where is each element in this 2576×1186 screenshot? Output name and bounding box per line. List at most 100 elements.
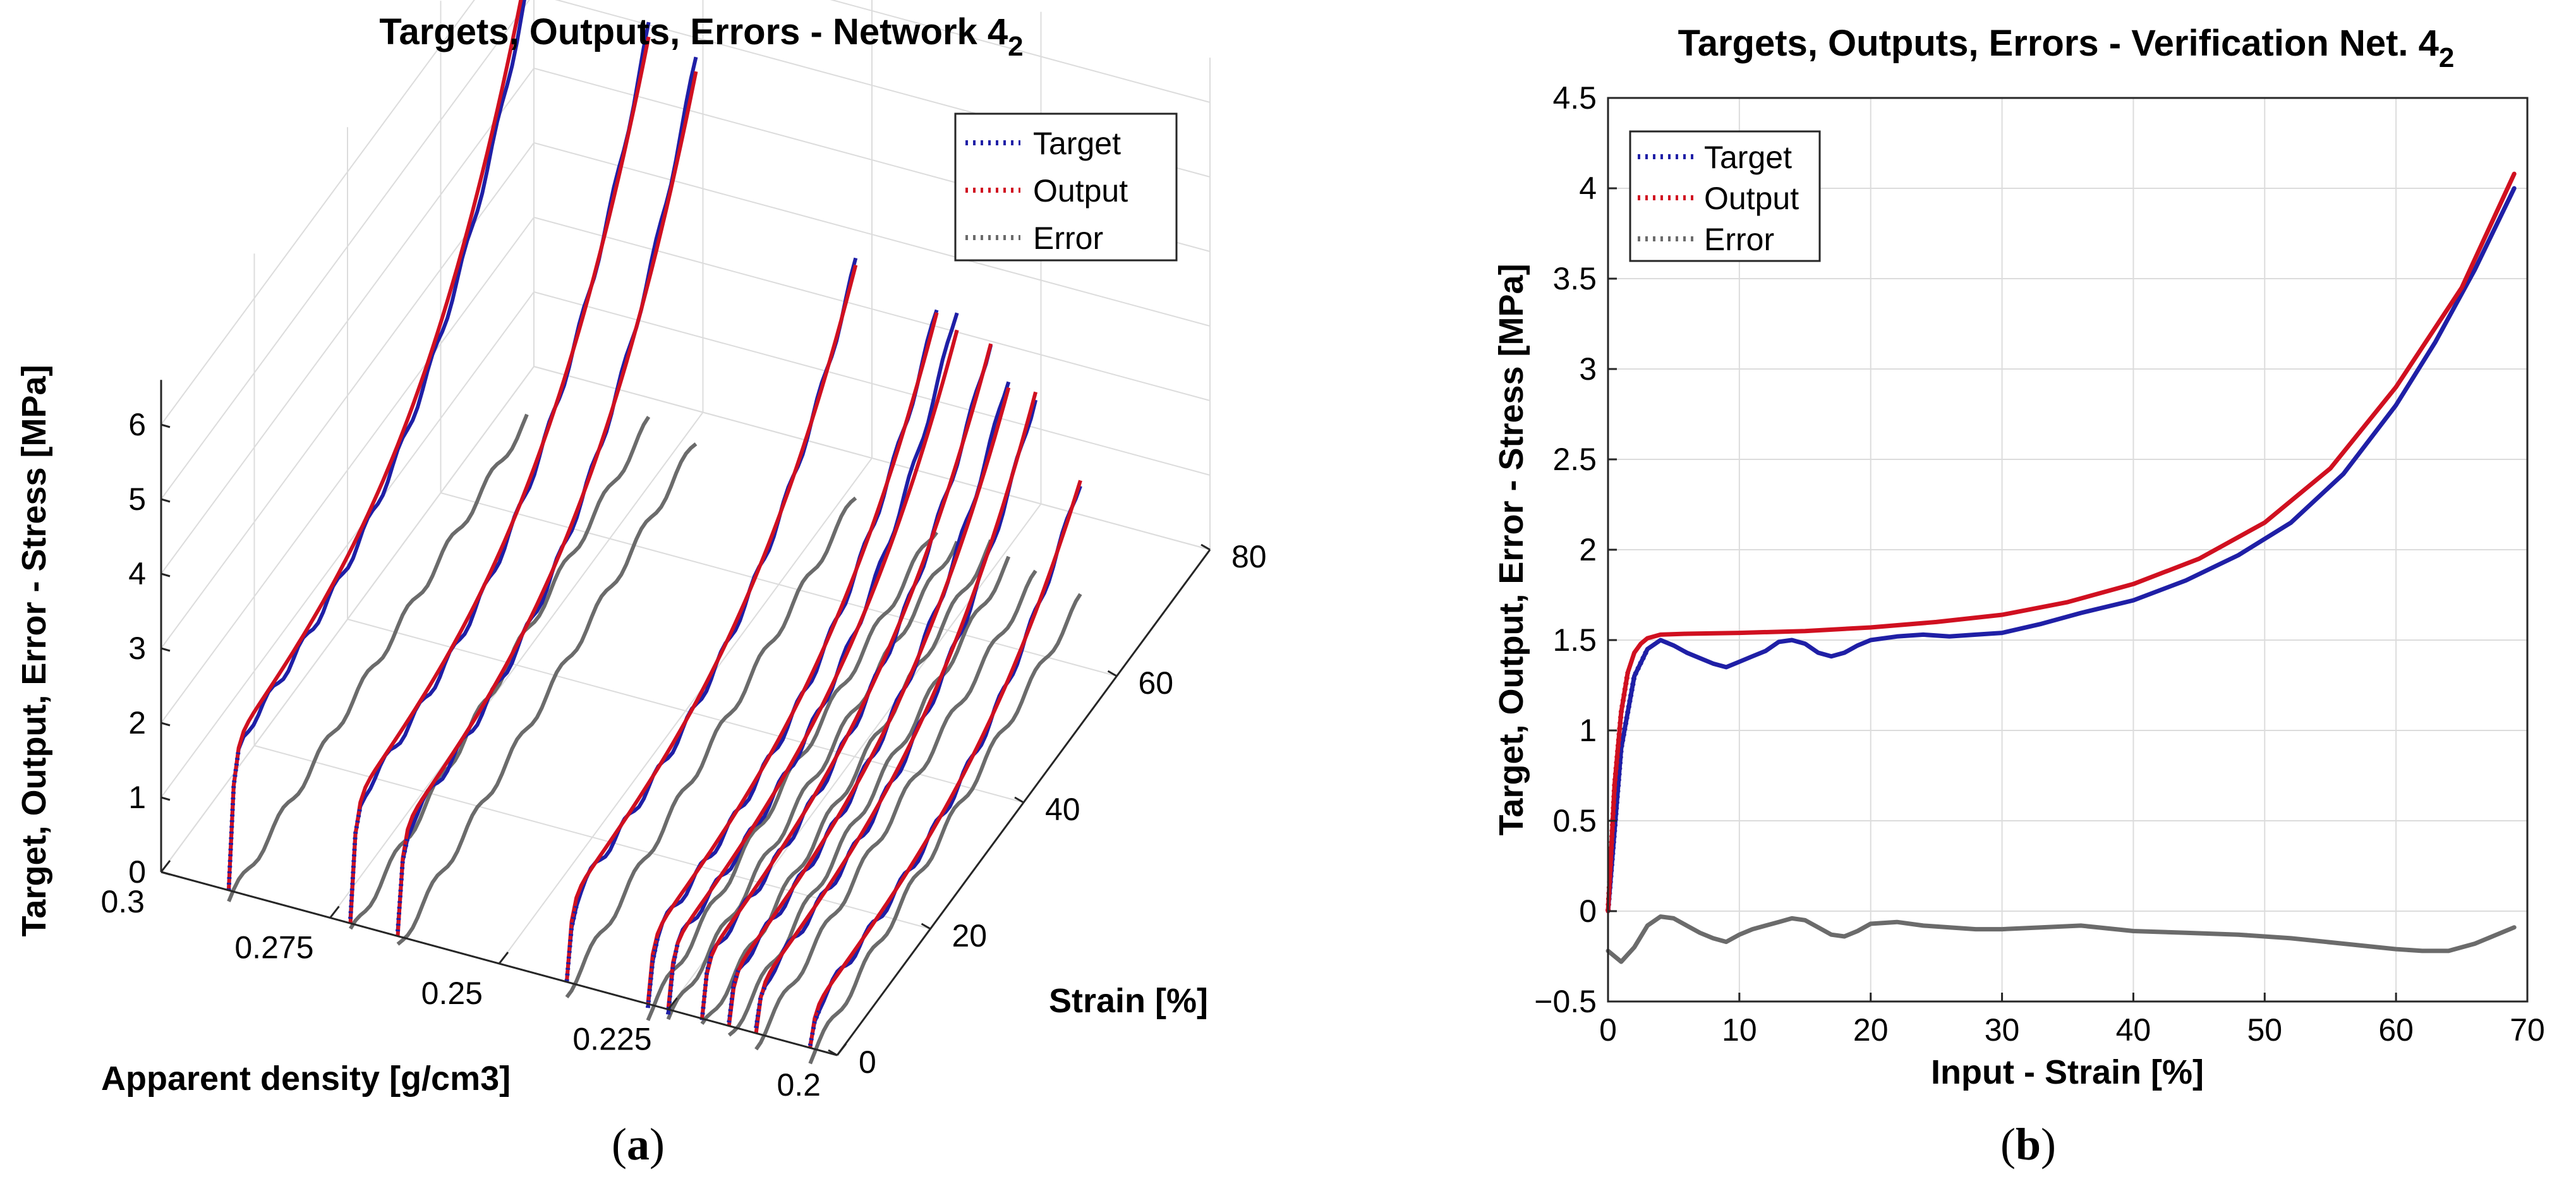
tick-label-y: −0.5 [1534, 984, 1597, 1019]
tick-strain [921, 923, 931, 930]
panel-a-xlabel: Apparent density [g/cm3] [101, 1060, 511, 1098]
series-line-target [1605, 186, 2517, 914]
tick-density [667, 997, 678, 1010]
series-start-target [666, 942, 680, 1015]
tick-label-y: 2.5 [1552, 442, 1597, 477]
series-line-output [754, 391, 1037, 1034]
legend-error-label: Error [1033, 221, 1103, 256]
series-line-error [349, 416, 651, 930]
tick-z [160, 498, 171, 503]
series-line-error [666, 540, 959, 1020]
tick-label-y: 1 [1579, 713, 1597, 748]
tick-label-z: 3 [128, 631, 146, 666]
series-line-output [808, 480, 1082, 1048]
tick-label-y: 3.5 [1552, 261, 1597, 296]
panel-a-series [226, 0, 1082, 1065]
panel-a-ylabel: Strain [%] [1049, 982, 1208, 1020]
legend-target-label: Target [1704, 140, 1792, 175]
legend-target-label: Target [1033, 126, 1121, 161]
series-line-output [727, 387, 1011, 1026]
tick-label-x: 0 [1599, 1012, 1617, 1048]
series-line-target [227, 0, 526, 891]
panel-b-title: Targets, Outputs, Errors - Verification … [1678, 23, 2455, 73]
series-start-target [348, 806, 363, 919]
series-start-target [807, 1010, 821, 1046]
tick-strain [1107, 670, 1118, 677]
tick-label-z: 0 [128, 854, 146, 890]
tick-label-strain: 80 [1231, 539, 1267, 574]
tick-density [329, 905, 340, 919]
panel-b-xlabel: Input - Strain [%] [1931, 1053, 2204, 1091]
series-start-target [699, 952, 714, 1020]
tick-z [160, 722, 171, 727]
tick-label-density: 0.3 [100, 884, 145, 919]
tick-label-x: 20 [1853, 1012, 1889, 1048]
series-line-target [565, 257, 858, 982]
tick-strain [1014, 796, 1024, 804]
tick-label-y: 2 [1579, 532, 1597, 567]
tick-z [160, 796, 171, 801]
tick-label-x: 50 [2247, 1012, 2282, 1048]
series-line-target [808, 485, 1082, 1046]
tick-label-x: 10 [1722, 1012, 1757, 1048]
panel-b-series [1605, 171, 2517, 964]
series-start-target [564, 905, 579, 982]
panel-b-ticks: 0 10 20 30 40 50 60 70−0.500.511.522.533.544.5 [1534, 80, 2545, 1048]
series-line-error [565, 496, 857, 998]
panel-b-chart: 0 10 20 30 40 50 60 70−0.500.511.522.533.544.5 … [1492, 23, 2545, 1170]
series-line-output [666, 329, 959, 1010]
tick-label-z: 1 [128, 780, 146, 815]
panel-a-legend: Target Output Error [954, 112, 1178, 262]
series-line-error [396, 442, 698, 946]
tick-label-strain: 20 [952, 918, 988, 953]
legend-error-label: Error [1704, 222, 1774, 257]
series-start-target [226, 749, 241, 891]
series-line-output [565, 264, 858, 983]
tick-label-density: 0.275 [234, 930, 313, 965]
panel-a-ticks: 0 1 2 3 4 5 6 0.3 0.275 0.25 0.225 0.2 0 20 40 60 80 [100, 380, 1267, 1103]
tick-density [836, 1043, 847, 1056]
tick-label-density: 0.25 [421, 976, 483, 1011]
series-line-error [1605, 914, 2517, 964]
tick-label-density: 0.2 [777, 1067, 821, 1103]
tick-density [160, 860, 171, 873]
panel-a-zlabel: Target, Output, Error - Stress [MPa] [15, 365, 53, 936]
series-line-output [1605, 171, 2517, 914]
panel-b-ylabel: Target, Output, Error - Stress [MPa] [1492, 263, 1530, 835]
legend-output-label: Output [1704, 181, 1799, 216]
series-line-output [227, 0, 523, 891]
panel-a-label: (a) [612, 1119, 665, 1170]
series-start-output [1605, 672, 1631, 912]
tick-label-z: 4 [128, 556, 146, 591]
grid-floor [499, 457, 873, 964]
tick-z [160, 423, 171, 428]
panel-a-chart: 0 1 2 3 4 5 6 0.3 0.275 0.25 0.225 0.2 0 20 40 60 80 Tar… [15, 0, 1267, 1170]
panel-b-label: (b) [2000, 1119, 2056, 1170]
tick-label-density: 0.225 [572, 1022, 651, 1057]
tick-label-y: 1.5 [1552, 622, 1597, 658]
tick-z [160, 647, 171, 652]
series-line-error [808, 593, 1082, 1065]
series-start-target [645, 938, 660, 1008]
series-line-error [754, 569, 1037, 1051]
tick-label-y: 0.5 [1552, 803, 1597, 838]
tick-label-z: 5 [128, 481, 146, 517]
series-start-target [727, 969, 741, 1023]
tick-label-x: 70 [2510, 1012, 2545, 1048]
tick-label-y: 3 [1579, 351, 1597, 387]
series-start-target [396, 837, 410, 932]
tick-label-z: 6 [128, 407, 146, 442]
tick-label-y: 4 [1579, 171, 1597, 206]
tick-strain [828, 1049, 838, 1056]
tick-label-z: 2 [128, 705, 146, 741]
tick-label-y: 0 [1579, 893, 1597, 929]
legend-output-label: Output [1033, 173, 1128, 209]
series-line-error [700, 539, 993, 1026]
series-line-output [700, 343, 993, 1019]
series-line-target [396, 56, 698, 932]
tick-label-strain: 60 [1139, 665, 1174, 701]
tick-strain [1200, 543, 1211, 551]
tick-label-x: 60 [2378, 1012, 2414, 1048]
series-line-error [227, 413, 529, 902]
tick-label-x: 40 [2116, 1012, 2151, 1048]
